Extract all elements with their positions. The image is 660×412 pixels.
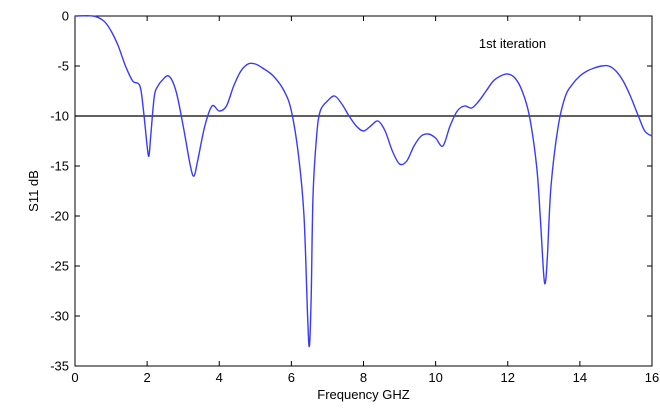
x-tick-label: 16 <box>645 370 659 385</box>
y-tick-label: 0 <box>62 9 69 24</box>
x-tick-label: 6 <box>288 370 295 385</box>
y-axis-title: S11 dB <box>26 170 41 212</box>
y-tick-label: -10 <box>50 109 69 124</box>
x-tick-label: 4 <box>216 370 223 385</box>
y-tick-label: -35 <box>50 359 69 374</box>
x-tick-label: 0 <box>71 370 78 385</box>
y-tick-label: -25 <box>50 259 69 274</box>
x-axis-title: Frequency GHZ <box>317 387 410 402</box>
x-tick-label: 14 <box>573 370 587 385</box>
y-tick-label: -5 <box>57 59 69 74</box>
x-tick-label: 2 <box>144 370 151 385</box>
y-tick-label: -15 <box>50 159 69 174</box>
annotation-label: 1st iteration <box>479 36 546 51</box>
y-tick-label: -30 <box>50 309 69 324</box>
x-tick-label: 12 <box>501 370 515 385</box>
x-tick-label: 10 <box>428 370 442 385</box>
axis-tick-labels: 0 2 4 6 8 10 12 14 16 0 -5 -10 -15 -20 -25 -30 -35 <box>50 9 659 386</box>
plot-area <box>74 15 653 367</box>
y-tick-label: -20 <box>50 209 69 224</box>
x-tick-label: 8 <box>360 370 367 385</box>
series-line <box>74 14 653 348</box>
